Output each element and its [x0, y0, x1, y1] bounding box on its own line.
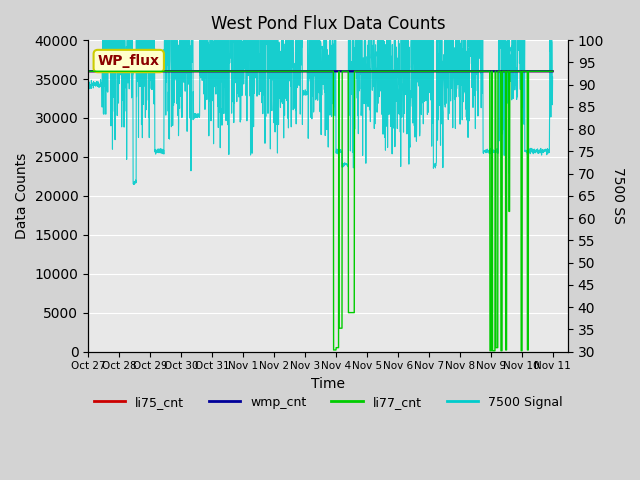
Title: West Pond Flux Data Counts: West Pond Flux Data Counts: [211, 15, 445, 33]
Y-axis label: Data Counts: Data Counts: [15, 153, 29, 239]
Legend: li75_cnt, wmp_cnt, li77_cnt, 7500 Signal: li75_cnt, wmp_cnt, li77_cnt, 7500 Signal: [89, 391, 568, 414]
Y-axis label: 7500 SS: 7500 SS: [611, 168, 625, 224]
Text: WP_flux: WP_flux: [98, 54, 160, 68]
X-axis label: Time: Time: [311, 377, 345, 391]
